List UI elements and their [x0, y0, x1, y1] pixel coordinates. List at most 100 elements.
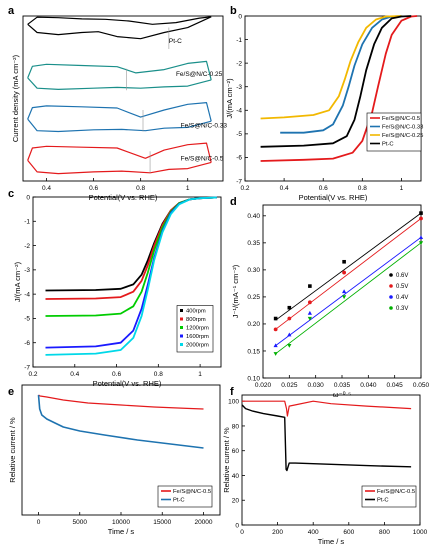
y-tick-label: 0.15: [247, 348, 260, 355]
x-tick-label: 0.4: [280, 185, 289, 192]
panel-letter: d: [230, 196, 237, 208]
y-tick-label: -4: [236, 108, 242, 115]
x-tick-label: 400: [308, 529, 319, 536]
y-tick-label: -7: [236, 178, 242, 185]
y-tick-label: -4: [24, 291, 30, 298]
legend-box: [366, 112, 422, 152]
y-tick-label: -3: [236, 84, 242, 91]
data-point: [273, 352, 278, 356]
legend-marker: [180, 334, 183, 338]
x-tick-label: 800: [379, 529, 390, 536]
x-tick-label: 0.040: [360, 382, 377, 389]
panel-d: d 0.020 0.025 0.030 0.035 0.040 0.045 0.050 0.10…: [230, 196, 430, 399]
y-tick-label: 0.25: [247, 294, 260, 301]
y-tick-label: 60: [232, 448, 240, 455]
legend-label: 0.6V: [396, 273, 408, 279]
data-point: [307, 310, 312, 315]
y-tick-label: -1: [236, 37, 242, 44]
y-tick-label: -2: [24, 243, 30, 250]
legend-label: Fe/S@N/C-0.25: [382, 133, 423, 139]
panel-b: b 0.2 0.4 0.6 0.8 1 0 -1 -2 -3 -4 -5 -6 -7 Potential(V…: [225, 5, 423, 202]
x-axis-label: Potential(V vs. RHE): [89, 193, 158, 202]
data-point: [273, 316, 278, 321]
y-axis-label: J/(mA cm⁻²): [13, 261, 22, 302]
x-tick-label: 0.4: [70, 371, 79, 378]
x-tick-label: 0.6: [89, 185, 98, 192]
x-axis-label: Potential(V vs. RHE): [93, 379, 162, 388]
y-tick-label: -1: [24, 219, 30, 226]
y-tick-label: -5: [24, 316, 30, 323]
legend-label: 1200rpm: [186, 326, 209, 332]
cv-loop-lower: [27, 77, 212, 90]
panel-letter: f: [230, 386, 234, 398]
cv-loop-lower: [27, 16, 212, 40]
x-axis-label: ω⁻⁰·⁵: [333, 390, 351, 399]
data-point: [342, 270, 347, 275]
data-point: [342, 289, 347, 294]
legend-marker: [180, 309, 183, 312]
y-axis-label: J/(mA cm⁻²): [225, 78, 234, 119]
x-tick-label: 0.025: [281, 382, 298, 389]
plot-frame: [32, 196, 222, 368]
y-tick-label: 40: [232, 473, 240, 480]
legend-label: 1600rpm: [186, 334, 209, 340]
y-tick-label: 0.10: [247, 375, 260, 382]
panel-letter: b: [230, 5, 237, 17]
x-tick-label: 1: [400, 185, 404, 192]
y-tick-label: 20: [232, 498, 240, 505]
data-point: [342, 259, 346, 264]
panel-letter: a: [8, 5, 15, 17]
y-tick-label: -7: [24, 364, 30, 371]
plot-frame: [241, 394, 421, 526]
panel-f: f 0 200 400 600 800 1000 0 20 40 60 80 100 Time / s Re…: [222, 386, 428, 546]
legend-label: Pt-C: [382, 142, 394, 148]
data-point: [419, 216, 423, 221]
series-label: Pt-C: [169, 38, 182, 45]
series-line: [241, 404, 412, 472]
plot-frame: [244, 15, 422, 182]
cv-loop-upper: [27, 142, 212, 163]
legend-marker: [389, 273, 393, 277]
series-label: Fe/S@N/C-0.33: [181, 122, 228, 129]
y-tick-label: 0: [238, 13, 242, 20]
x-tick-label: 0.035: [334, 382, 351, 389]
data-point: [273, 327, 278, 332]
fit-line: [275, 237, 422, 346]
y-tick-label: 0: [26, 194, 30, 201]
x-tick-label: 5000: [73, 519, 88, 526]
x-tick-label: 0.020: [255, 382, 272, 389]
fit-line: [275, 212, 422, 321]
cv-loop-upper: [27, 102, 212, 122]
x-tick-label: 15000: [153, 519, 171, 526]
x-tick-label: 0: [37, 519, 41, 526]
y-tick-label: 0.30: [247, 267, 260, 274]
plot-frame: [22, 15, 224, 182]
legend-marker: [389, 295, 393, 299]
legend-label: 0.5V: [396, 284, 408, 290]
y-axis-label: Current density (mA cm⁻²): [11, 54, 20, 142]
data-point: [287, 332, 292, 337]
x-tick-label: 0.2: [240, 185, 249, 192]
legend-marker: [389, 306, 393, 310]
legend-label: Fe/S@N/C-0.5: [173, 489, 211, 495]
x-tick-label: 0.8: [154, 371, 163, 378]
fit-line: [275, 218, 422, 330]
x-tick-label: 0.2: [28, 371, 37, 378]
data-point: [308, 284, 312, 288]
x-tick-label: 0.050: [413, 382, 430, 389]
legend-label: 0.3V: [396, 306, 408, 312]
y-tick-label: -2: [236, 60, 242, 67]
legend-label: Fe/S@N/C-0.5: [377, 489, 415, 495]
series-line: [280, 15, 402, 134]
y-tick-label: 100: [228, 398, 239, 405]
panel-letter: e: [8, 386, 14, 398]
legend-label: Fe/S@N/C-0.33: [382, 125, 423, 131]
y-tick-label: 0.40: [247, 213, 260, 220]
data-point: [287, 305, 292, 310]
x-tick-label: 0: [240, 529, 244, 536]
series-line: [45, 196, 217, 356]
legend-marker: [180, 343, 183, 346]
series-line: [260, 15, 402, 120]
data-point: [418, 235, 424, 240]
